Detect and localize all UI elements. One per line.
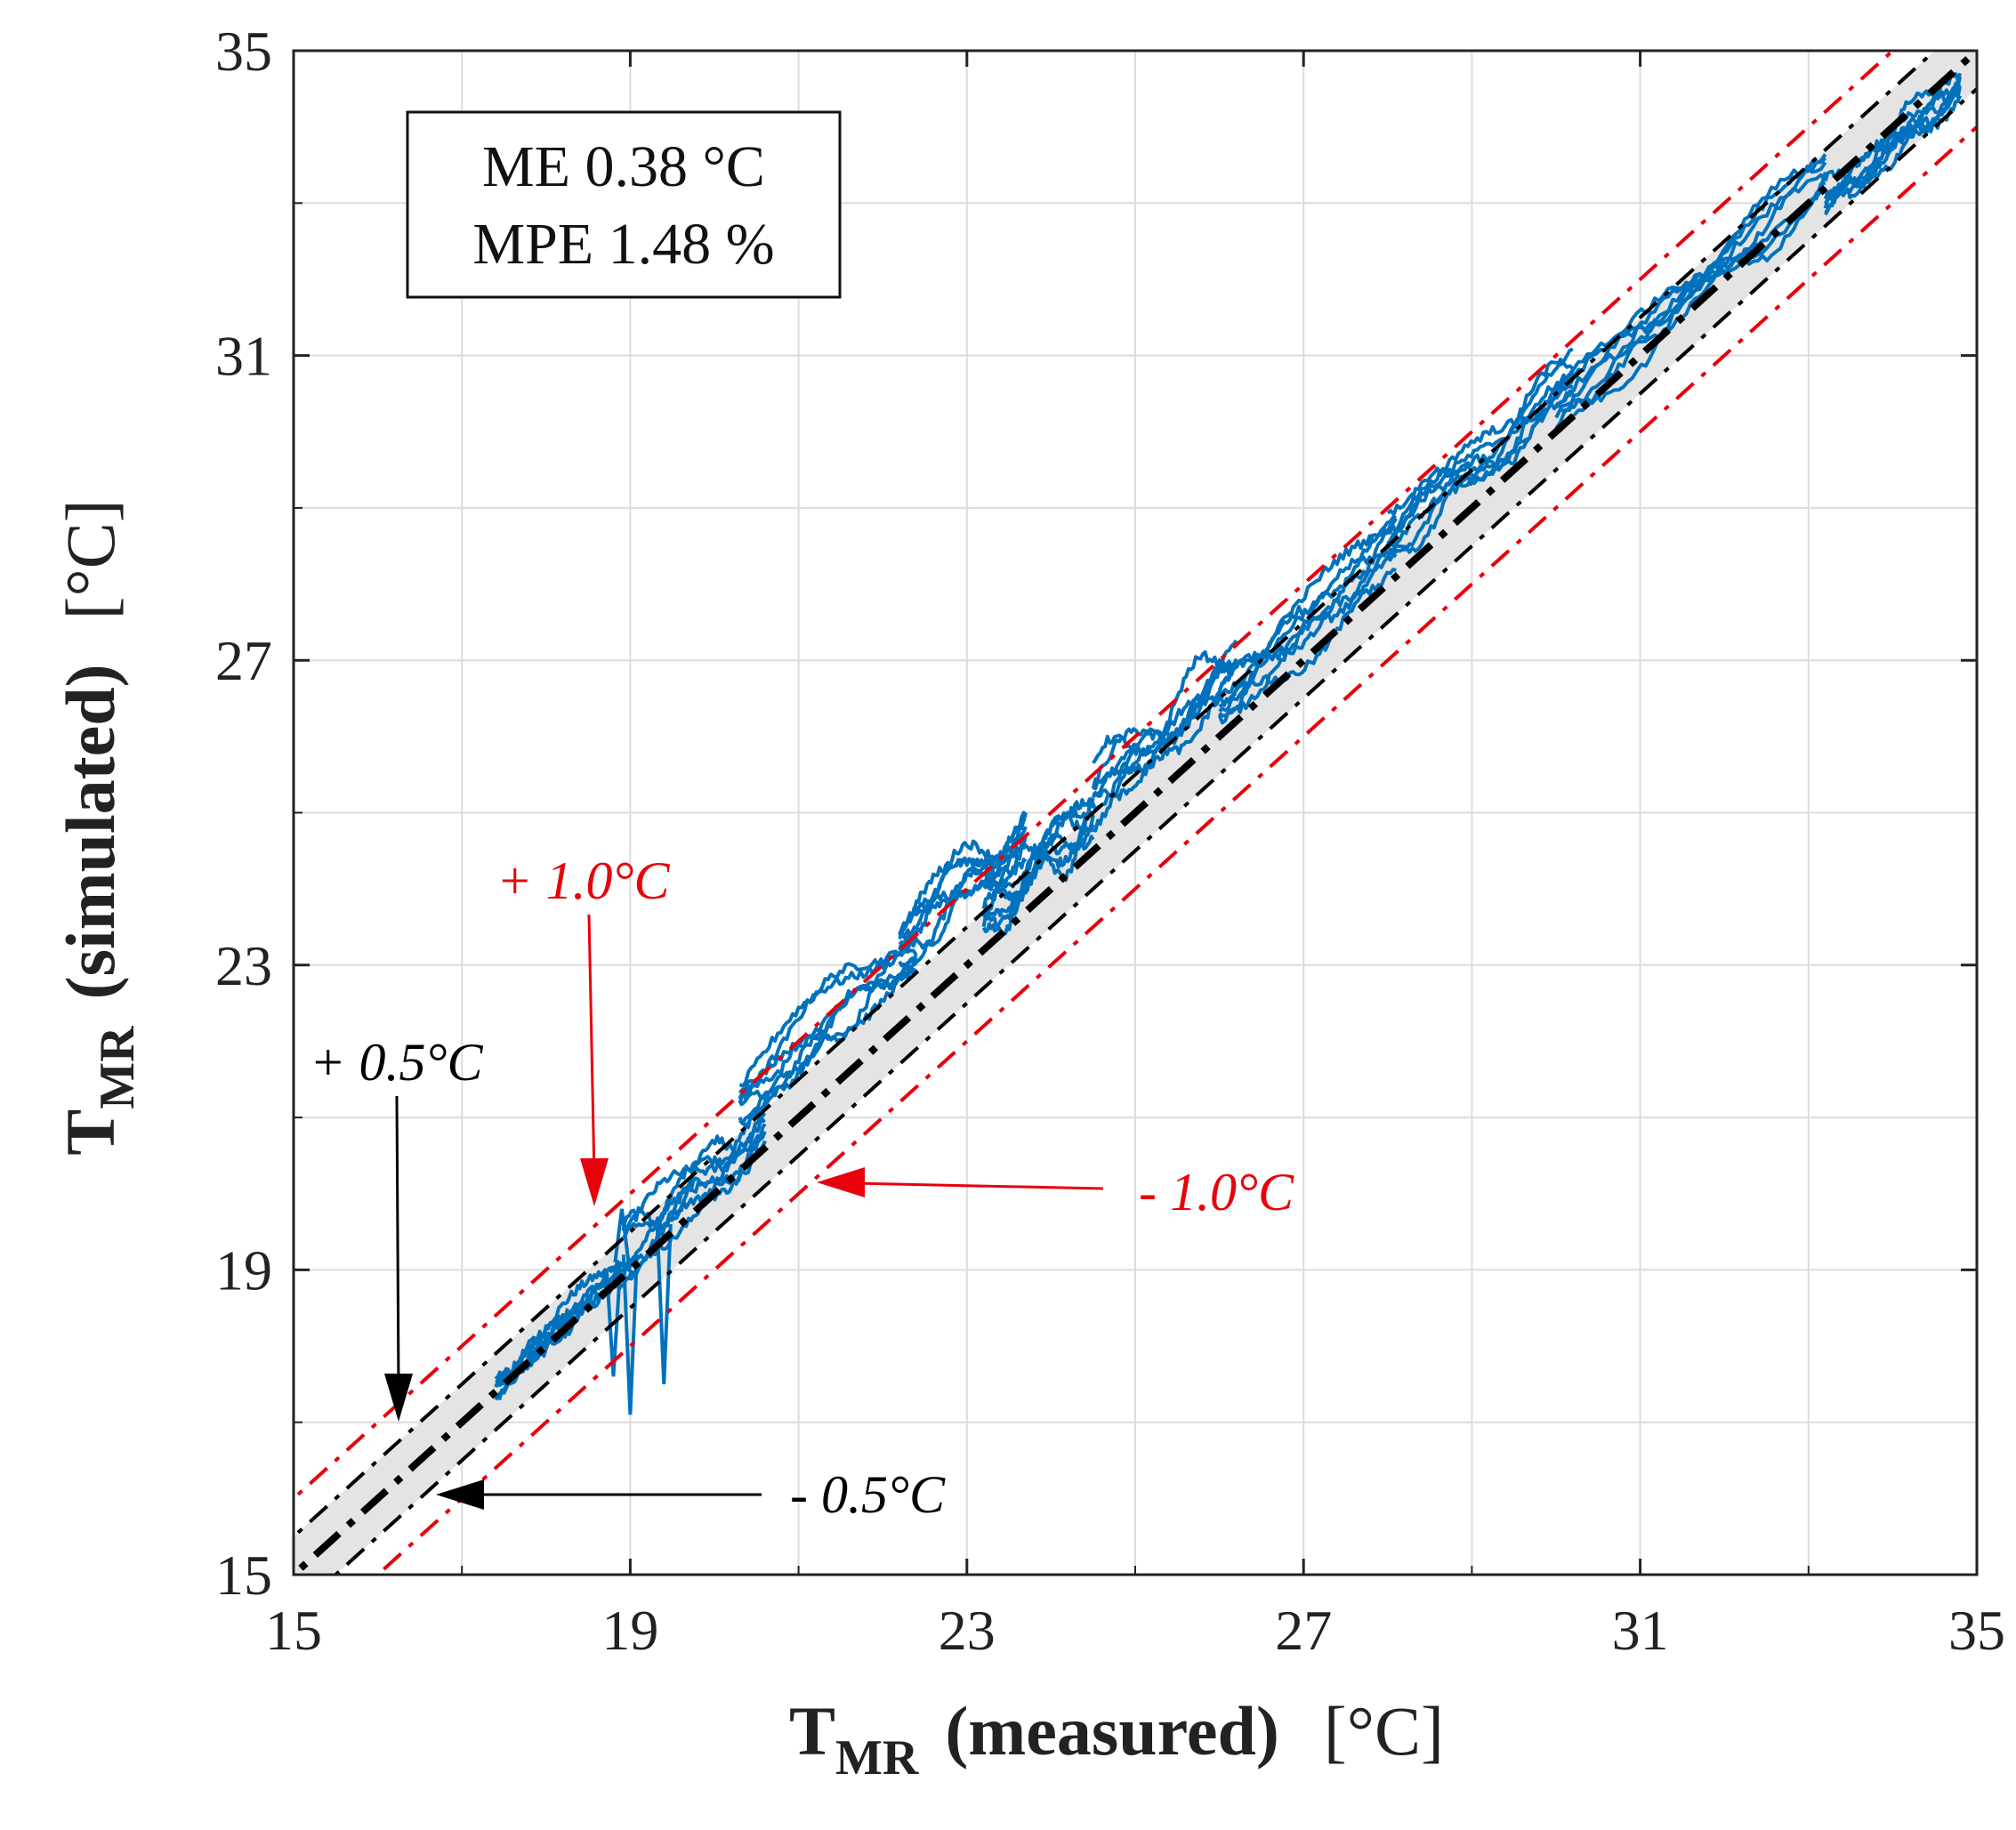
x-tick-label-23: 23 — [939, 1599, 996, 1662]
y-tick-label-35: 35 — [215, 20, 272, 83]
stats-mpe: MPE 1.48 % — [472, 212, 774, 277]
plus-05-label: + 0.5°C — [310, 1033, 483, 1092]
x-tick-label-31: 31 — [1612, 1599, 1669, 1662]
series-trace-7-3 — [1386, 369, 1575, 554]
series-spike-0 — [621, 1254, 639, 1415]
reference-line-identity — [294, 51, 1977, 1575]
x-axis-label: TMR (measured) [°C] — [789, 1692, 1444, 1786]
series-trace-1-5 — [621, 1117, 766, 1269]
y-tick-label-23: 23 — [215, 934, 272, 997]
series-trace-6-0 — [1217, 568, 1397, 725]
minus-1-arrow-shaft — [853, 1181, 1104, 1190]
series-trace-8-2 — [1554, 153, 1827, 400]
series-trace-7-5 — [1385, 360, 1575, 551]
ticks: 15 19 23 27 31 35 15 19 23 27 31 35 — [215, 20, 2005, 1662]
x-tick-label-35: 35 — [1948, 1599, 2005, 1662]
x-tick-label-15: 15 — [265, 1599, 322, 1662]
series-trace-9-6 — [1823, 85, 1961, 200]
plus-1-arrow-shaft — [587, 914, 596, 1177]
y-axis-label: TMR (simulated) [°C] — [52, 499, 145, 1155]
series-trace-2-4 — [738, 969, 918, 1100]
series-trace-2-6 — [738, 936, 918, 1088]
series-trace-3-4 — [898, 818, 1027, 948]
series-trace-6-4 — [1218, 524, 1399, 708]
x-axis-label-sub: MR — [835, 1730, 919, 1786]
series-trace-6-6 — [1218, 515, 1397, 673]
stats-me: ME 0.38 °C — [482, 134, 765, 199]
reference-line-minus-0.5 — [333, 86, 1977, 1575]
y-tick-label-27: 27 — [215, 629, 272, 692]
y-axis-label-qualifier: (simulated) — [52, 664, 129, 999]
minus-05-label: - 0.5°C — [790, 1465, 946, 1524]
series-spike-1 — [604, 1270, 623, 1377]
minus-1-label: - 1.0°C — [1139, 1163, 1294, 1221]
plus-1-label: + 1.0°C — [496, 851, 670, 910]
stats-box-frame — [406, 110, 842, 299]
minus-1-arrow-head — [817, 1167, 865, 1197]
y-tick-label-31: 31 — [215, 325, 272, 388]
annotations: + 1.0°C - 1.0°C + 0.5°C - 0.5°C — [310, 851, 1294, 1524]
series-trace-2-3 — [738, 930, 917, 1094]
series-trace-8-6 — [1554, 171, 1827, 409]
y-tick-label-19: 19 — [215, 1238, 272, 1302]
series-trace-5-5 — [1092, 691, 1237, 802]
minus-05-arrow-head — [436, 1479, 484, 1510]
series-trace-6-5 — [1218, 533, 1398, 698]
plus-05-arrow-shaft — [395, 1095, 400, 1389]
y-axis-label-sub: MR — [90, 1026, 145, 1109]
reference-line-plus-0.5 — [294, 51, 1938, 1539]
series-cluster-9 — [1823, 72, 1963, 216]
series-spike-2 — [655, 1223, 673, 1384]
series-cluster-8 — [1554, 153, 1827, 434]
series-trace-8-5 — [1554, 161, 1827, 394]
series-trace-8-3 — [1554, 173, 1827, 409]
data-series — [494, 72, 1963, 1415]
x-axis-label-main: T — [789, 1692, 835, 1770]
x-tick-label-19: 19 — [601, 1599, 658, 1662]
series-cluster-6 — [1217, 515, 1399, 725]
y-axis-label-main: T — [52, 1109, 129, 1156]
plus-1-arrow-head — [580, 1158, 609, 1206]
y-tick-label-15: 15 — [215, 1544, 272, 1607]
series-trace-7-6 — [1386, 347, 1574, 517]
plus-05-arrow-head — [384, 1374, 413, 1422]
series-cluster-4 — [981, 797, 1095, 936]
series-trace-1-0 — [621, 1094, 767, 1231]
x-tick-label-27: 27 — [1275, 1599, 1332, 1662]
y-axis-label-unit: [°C] — [52, 499, 129, 619]
series-trace-2-5 — [738, 954, 918, 1107]
series-trace-6-2 — [1217, 547, 1399, 691]
reference-line-plus-1.0 — [294, 51, 1896, 1502]
series-trace-4-6 — [981, 797, 1095, 928]
stats-box: ME 0.38 °C MPE 1.48 % — [406, 110, 842, 299]
x-axis-label-qualifier: (measured) — [945, 1692, 1279, 1770]
series-trace-5-4 — [1091, 662, 1238, 813]
series-trace-5-0 — [1092, 650, 1237, 764]
x-axis-label-unit: [°C] — [1324, 1692, 1444, 1770]
